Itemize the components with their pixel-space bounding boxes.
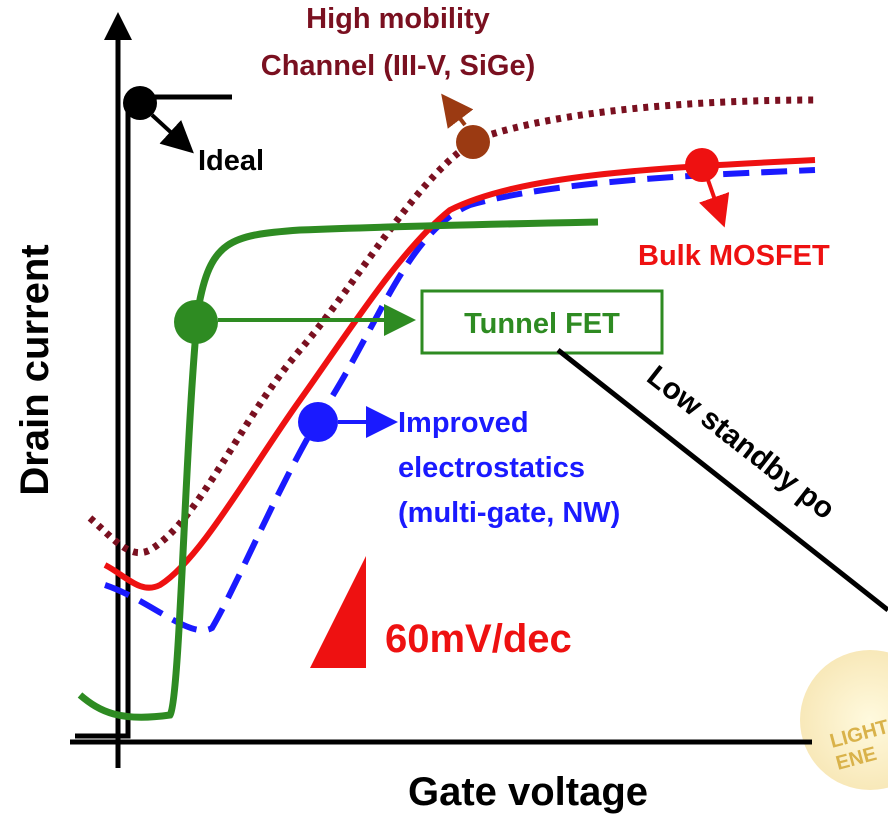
tunnel-dot (174, 300, 218, 344)
label: High mobility (306, 3, 490, 35)
arrow (698, 179, 730, 228)
label: 60mV/dec (385, 617, 572, 661)
slope-triangle (310, 556, 366, 668)
label: Channel (III-V, SiGe) (261, 50, 535, 82)
high-mobility-curve (87, 96, 816, 557)
x-axis-title: Gate voltage (408, 770, 648, 814)
label: Bulk MOSFET (638, 240, 830, 272)
arrow (441, 93, 474, 129)
label: Low standby po (641, 360, 841, 527)
standby-line (556, 348, 888, 612)
label: electrostatics (398, 452, 585, 484)
background-image (800, 650, 888, 790)
label: Ideal (198, 145, 264, 177)
bulk-curve (103, 157, 816, 591)
arrow (150, 113, 194, 154)
ideal-curve (75, 94, 232, 739)
high-mobility-dot (456, 125, 490, 159)
ideal-dot (123, 86, 157, 120)
bulk-dot (685, 148, 719, 182)
y-axis-title: Drain current (13, 244, 57, 495)
tunnel-box (420, 289, 664, 355)
y-axis-arrow (104, 12, 132, 40)
label: Tunnel FET (464, 308, 620, 340)
label: Improved (398, 407, 529, 439)
label: (multi-gate, NW) (398, 497, 620, 529)
improved-dot (298, 402, 338, 442)
